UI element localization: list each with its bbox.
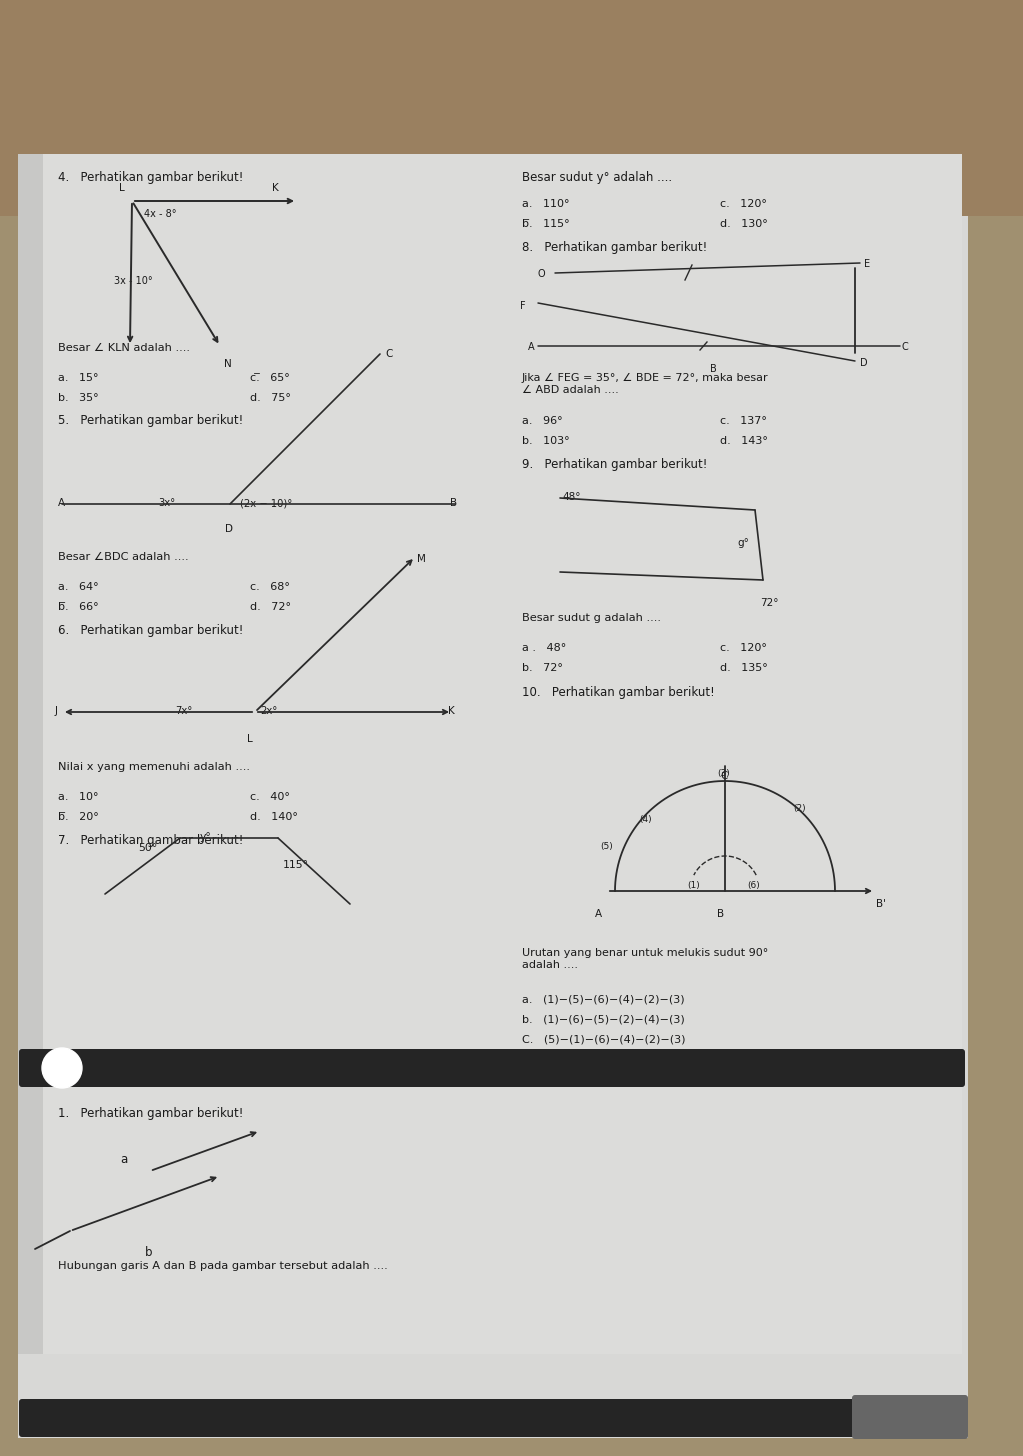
Text: d.   140°: d. 140° [250, 812, 298, 823]
Text: 50°: 50° [138, 843, 158, 853]
Text: 72°: 72° [760, 598, 779, 609]
Text: a.   64°: a. 64° [58, 582, 98, 593]
FancyBboxPatch shape [18, 118, 968, 1439]
Text: Nilai x yang memenuhi adalah ....: Nilai x yang memenuhi adalah .... [58, 761, 250, 772]
Text: 7x°: 7x° [175, 706, 192, 716]
Text: b̅.   20°: b̅. 20° [58, 812, 99, 823]
Text: A: A [595, 909, 603, 919]
Text: a.   110°: a. 110° [522, 199, 570, 210]
Text: a.   96°: a. 96° [522, 416, 563, 427]
Text: (2x − 10)°: (2x − 10)° [240, 498, 293, 508]
FancyBboxPatch shape [852, 1395, 968, 1439]
Text: 8.   Perhatikan gambar berikut!: 8. Perhatikan gambar berikut! [522, 242, 707, 253]
Text: K: K [272, 183, 278, 194]
Text: C: C [902, 342, 908, 352]
Text: B.: B. [55, 1060, 70, 1073]
Text: b̅.   66°: b̅. 66° [58, 601, 98, 612]
Text: 6.   Perhatikan gambar berikut!: 6. Perhatikan gambar berikut! [58, 625, 243, 638]
Text: Semester Gā: Semester Gā [876, 1409, 944, 1420]
Text: c.   68°: c. 68° [250, 582, 290, 593]
Text: a: a [120, 1153, 127, 1166]
Text: C: C [720, 772, 727, 780]
Text: b.   103°: b. 103° [522, 435, 570, 446]
Text: K: K [448, 706, 455, 716]
Text: b.   35°: b. 35° [58, 393, 98, 403]
Text: Besar ∠BDC adalah ....: Besar ∠BDC adalah .... [58, 552, 188, 562]
Text: c.   120°: c. 120° [720, 644, 767, 652]
Text: J: J [55, 706, 58, 716]
Text: a .   48°: a . 48° [522, 644, 567, 652]
Text: g°: g° [737, 539, 749, 547]
Circle shape [42, 1048, 82, 1088]
Text: y°: y° [201, 831, 212, 842]
Text: d.   130°: d. 130° [720, 218, 767, 229]
Text: B: B [717, 909, 724, 919]
Text: B': B' [876, 898, 886, 909]
FancyBboxPatch shape [19, 1048, 965, 1088]
Text: Hubungan garis A dan B pada gambar tersebut adalah ....: Hubungan garis A dan B pada gambar terse… [58, 1261, 388, 1271]
Text: F: F [520, 301, 526, 312]
Text: D: D [225, 524, 233, 534]
Text: O: O [537, 269, 544, 280]
Text: c.   137°: c. 137° [720, 416, 767, 427]
Text: D: D [860, 358, 868, 368]
FancyBboxPatch shape [23, 154, 962, 1354]
Text: b̅.   115°: b̅. 115° [522, 218, 570, 229]
Text: 4x - 8°: 4x - 8° [144, 210, 177, 218]
Text: L: L [247, 734, 253, 744]
Text: Besar ∠ KLN adalah ....: Besar ∠ KLN adalah .... [58, 344, 190, 352]
Text: c.̅   65°: c.̅ 65° [250, 373, 290, 383]
Text: (5): (5) [601, 842, 613, 850]
Text: c.   40°: c. 40° [250, 792, 290, 802]
Text: (2): (2) [793, 804, 806, 812]
Text: Besar sudut g adalah ....: Besar sudut g adalah .... [522, 613, 661, 623]
Text: B: B [450, 498, 457, 508]
Text: C.   (5)−(1)−(6)−(4)−(2)−(3): C. (5)−(1)−(6)−(4)−(2)−(3) [522, 1034, 685, 1044]
Text: (3): (3) [717, 769, 729, 778]
Text: d.   135°: d. 135° [720, 662, 767, 673]
Text: Matematika untuk Kelas VII SMP/MTS Semester Ge: Matematika untuk Kelas VII SMP/MTS Semes… [348, 1409, 636, 1420]
Text: 1.   Perhatikan gambar berikut!: 1. Perhatikan gambar berikut! [58, 1107, 243, 1120]
Text: d.   (5)−(6)−(1)−(2)−(4)−(3): d. (5)−(6)−(1)−(2)−(4)−(3) [522, 1054, 684, 1064]
Text: b.   (1)−(6)−(5)−(2)−(4)−(3): b. (1)−(6)−(5)−(2)−(4)−(3) [522, 1013, 684, 1024]
Text: c.   120°: c. 120° [720, 199, 767, 210]
FancyBboxPatch shape [19, 1399, 965, 1437]
Text: A: A [58, 498, 65, 508]
Text: 9.   Perhatikan gambar berikut!: 9. Perhatikan gambar berikut! [522, 459, 707, 470]
Text: (6): (6) [747, 881, 760, 890]
Text: a.   10°: a. 10° [58, 792, 98, 802]
Text: 4.   Perhatikan gambar berikut!: 4. Perhatikan gambar berikut! [58, 170, 243, 183]
Text: C: C [385, 349, 393, 360]
Text: d.   72°: d. 72° [250, 601, 291, 612]
Text: B: B [710, 364, 717, 374]
Text: 48°: 48° [562, 492, 580, 502]
Text: 3x - 10°: 3x - 10° [114, 277, 152, 285]
Text: Urutan yang benar untuk melukis sudut 90°
adalah ....: Urutan yang benar untuk melukis sudut 90… [522, 948, 768, 970]
Text: A: A [528, 342, 535, 352]
Text: d.   143°: d. 143° [720, 435, 768, 446]
FancyBboxPatch shape [0, 0, 1023, 215]
Text: E: E [864, 259, 871, 269]
Text: d.   75°: d. 75° [250, 393, 291, 403]
Text: a.   (1)−(5)−(6)−(4)−(2)−(3): a. (1)−(5)−(6)−(4)−(2)−(3) [522, 994, 684, 1005]
Text: 5.   Perhatikan gambar berikut!: 5. Perhatikan gambar berikut! [58, 414, 243, 427]
Text: b: b [145, 1246, 152, 1259]
Text: 10.   Perhatikan gambar berikut!: 10. Perhatikan gambar berikut! [522, 686, 715, 699]
Text: Jika ∠ FEG = 35°, ∠ BDE = 72°, maka besar
∠ ABD adalah ....: Jika ∠ FEG = 35°, ∠ BDE = 72°, maka besa… [522, 373, 768, 395]
Text: 7.   Perhatikan gambar berikut!: 7. Perhatikan gambar berikut! [58, 834, 243, 847]
Text: M: M [417, 553, 426, 563]
Text: N: N [224, 360, 232, 368]
Text: 2x°: 2x° [260, 706, 277, 716]
FancyBboxPatch shape [18, 154, 43, 1354]
Text: a.   15°: a. 15° [58, 373, 98, 383]
Text: (1): (1) [687, 881, 700, 890]
Text: (4): (4) [639, 814, 652, 824]
Text: Besar sudut y° adalah ....: Besar sudut y° adalah .... [522, 170, 672, 183]
Text: L: L [119, 183, 125, 194]
Text: b.   72°: b. 72° [522, 662, 563, 673]
Text: 3x°: 3x° [158, 498, 175, 508]
Text: 115°: 115° [283, 860, 309, 871]
